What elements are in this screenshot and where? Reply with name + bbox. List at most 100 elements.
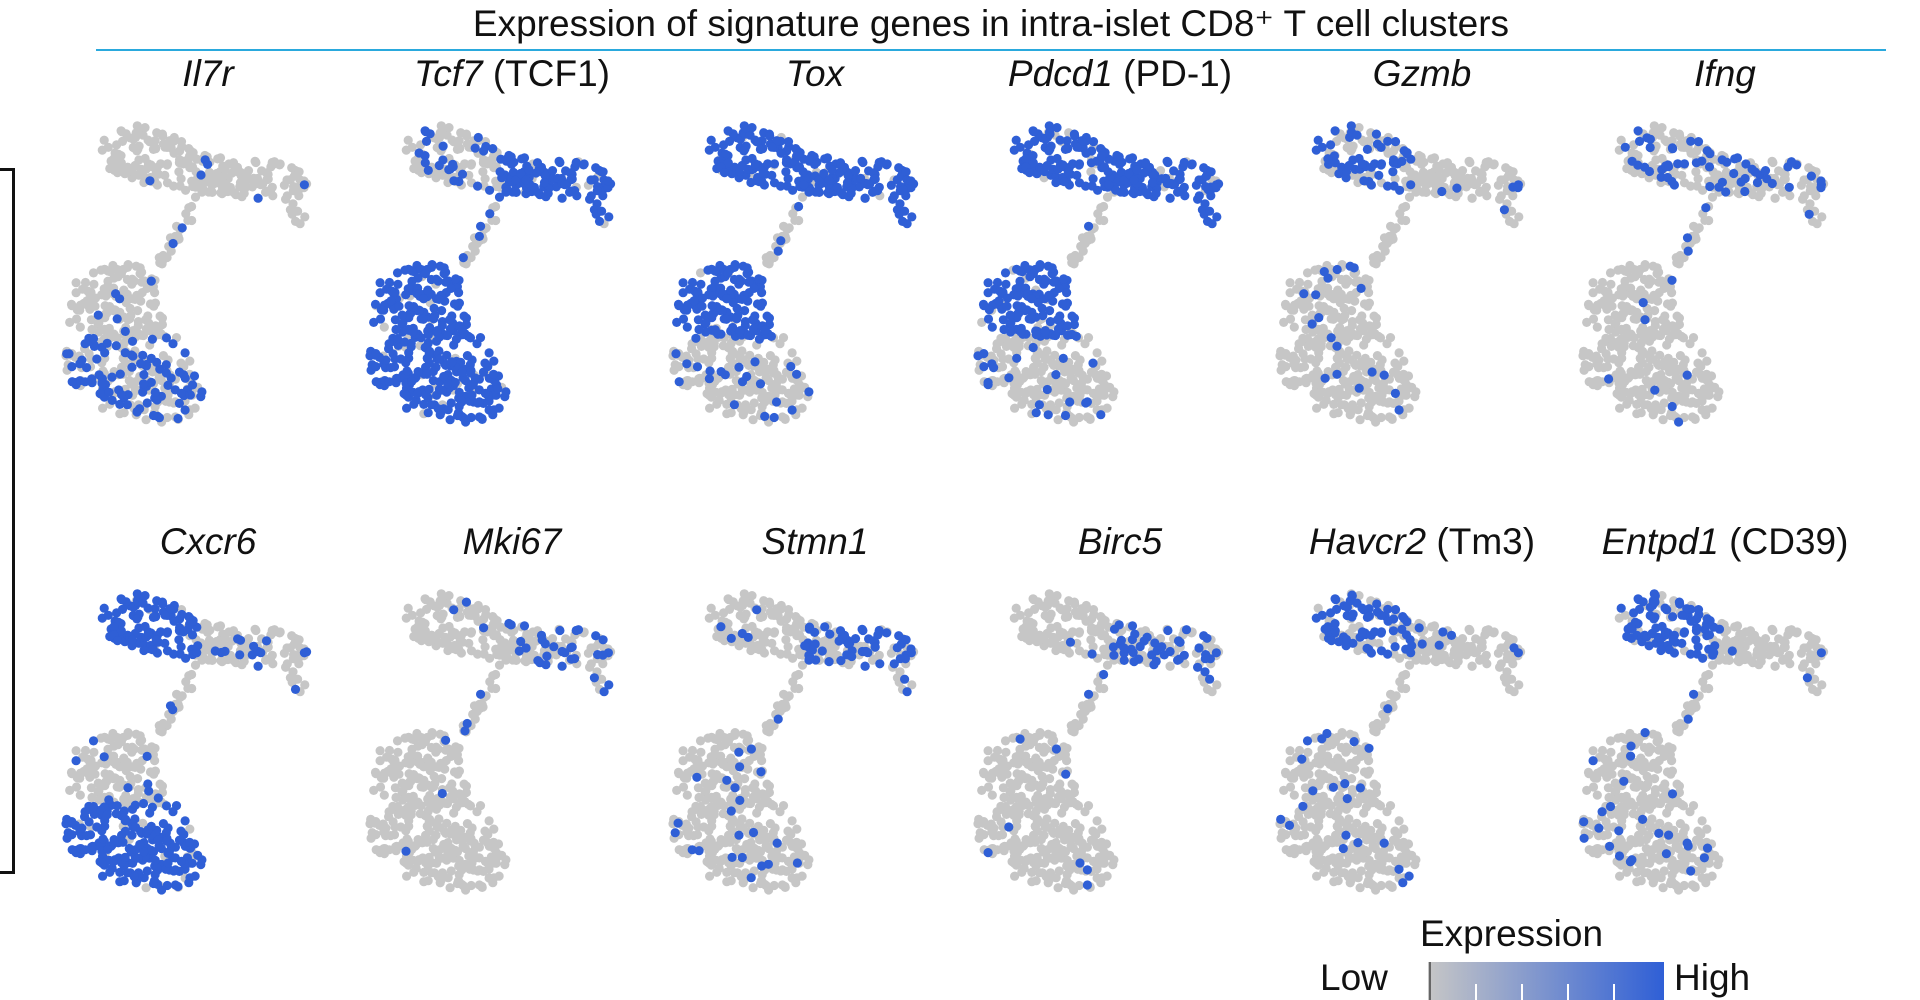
cell-point-low <box>96 265 106 275</box>
cell-point-high <box>1704 162 1715 172</box>
cell-point-low <box>792 356 802 366</box>
cell-point-high <box>1147 178 1158 188</box>
gene-name: Tcf7 <box>414 53 483 94</box>
cell-point-high <box>88 333 99 344</box>
cell-point-high <box>723 158 733 168</box>
cell-point-high <box>256 648 266 658</box>
cell-point-high <box>1112 150 1122 161</box>
cell-point-low <box>421 604 432 614</box>
cell-point-high <box>1148 171 1158 181</box>
cell-point-low <box>1372 351 1382 361</box>
cell-point-high <box>424 384 434 394</box>
cell-point-low <box>71 278 81 288</box>
cell-point-low <box>1706 384 1716 394</box>
cell-point-low <box>1281 301 1291 311</box>
cell-point-high <box>1668 144 1678 154</box>
cell-point-high <box>253 661 263 671</box>
cell-point-low <box>1597 339 1607 349</box>
cell-point-high <box>1000 268 1011 278</box>
cell-point-low <box>420 626 430 636</box>
cell-point-high <box>1645 134 1655 144</box>
cell-point-high <box>413 367 423 377</box>
cell-point-low <box>65 785 75 795</box>
cell-point-low <box>1078 246 1088 256</box>
cell-point-high <box>603 183 613 193</box>
cell-point-low <box>1326 168 1337 178</box>
cell-point-high <box>445 415 455 425</box>
cell-point-high <box>1045 317 1055 327</box>
cell-point-high <box>1359 176 1369 186</box>
cell-point-high <box>1027 307 1037 317</box>
cell-point-high <box>707 301 717 311</box>
cell-point-high <box>742 371 752 382</box>
cell-point-high <box>116 390 127 400</box>
cell-point-low <box>1693 358 1703 368</box>
cell-point-low <box>491 215 501 226</box>
cell-point-low <box>1394 348 1404 358</box>
cell-point-low <box>768 368 778 378</box>
cell-point-high <box>187 630 198 640</box>
cell-point-low <box>1349 371 1359 382</box>
cell-point-high <box>426 400 436 410</box>
cell-point-high <box>423 285 433 295</box>
cell-point-low <box>425 766 435 776</box>
cell-point-high <box>450 377 460 387</box>
cell-point-high <box>445 315 455 325</box>
cell-point-low <box>485 653 495 663</box>
cell-point-high <box>147 334 157 344</box>
cell-point-low <box>263 174 273 184</box>
cell-point-high <box>591 163 601 173</box>
cell-point-high <box>776 181 786 191</box>
cell-point-high <box>97 858 107 868</box>
cell-point-low <box>597 674 607 684</box>
cell-point-high <box>1059 274 1069 284</box>
cell-point-high <box>127 362 137 372</box>
cell-point-high <box>115 399 125 409</box>
cell-point-high <box>983 380 993 390</box>
cell-point-low <box>1654 277 1664 287</box>
cell-point-high <box>384 377 394 387</box>
cell-point-low <box>770 390 780 400</box>
cell-point-low <box>1606 279 1616 289</box>
cell-point-high <box>400 265 410 275</box>
cell-point-high <box>989 363 999 373</box>
cell-point-low <box>142 283 152 293</box>
cell-point-low <box>100 769 110 779</box>
cell-point-high <box>524 165 534 175</box>
cell-point-high <box>1691 158 1701 168</box>
cell-point-high <box>451 334 461 344</box>
cell-point-low <box>443 645 453 656</box>
cell-point-low <box>442 818 452 828</box>
cell-point-low <box>737 354 748 364</box>
cell-point-high <box>765 131 775 141</box>
cell-point-low <box>1062 387 1072 397</box>
cell-point-low <box>1670 325 1680 335</box>
cell-point-low <box>114 782 124 792</box>
cell-point-high <box>1357 159 1367 169</box>
cell-point-high <box>1052 123 1062 133</box>
cell-point-high <box>1804 209 1814 219</box>
cell-point-high <box>757 288 767 298</box>
cell-point-low <box>1599 296 1609 306</box>
cell-point-high <box>835 158 846 168</box>
cell-point-low <box>393 747 403 757</box>
cell-point-high <box>1674 417 1684 427</box>
panel-label: Il7r <box>18 52 398 96</box>
cell-point-high <box>174 835 185 845</box>
cell-point-high <box>783 174 793 184</box>
cell-point-high <box>1741 159 1751 169</box>
cell-point-high <box>1682 233 1693 243</box>
cell-point-high <box>176 826 186 836</box>
cell-point-low <box>181 185 191 195</box>
cell-point-high <box>290 684 301 694</box>
cell-point-low <box>1611 318 1621 328</box>
cell-point-low <box>109 154 119 164</box>
cell-point-high <box>1371 129 1381 139</box>
cell-point-low <box>1429 153 1440 163</box>
cell-point-high <box>143 779 153 789</box>
cell-point-high <box>519 153 530 163</box>
cell-point-high <box>1047 263 1057 273</box>
cell-point-low <box>1613 265 1623 275</box>
cell-point-low <box>1364 401 1374 412</box>
cell-point-high <box>98 834 108 844</box>
